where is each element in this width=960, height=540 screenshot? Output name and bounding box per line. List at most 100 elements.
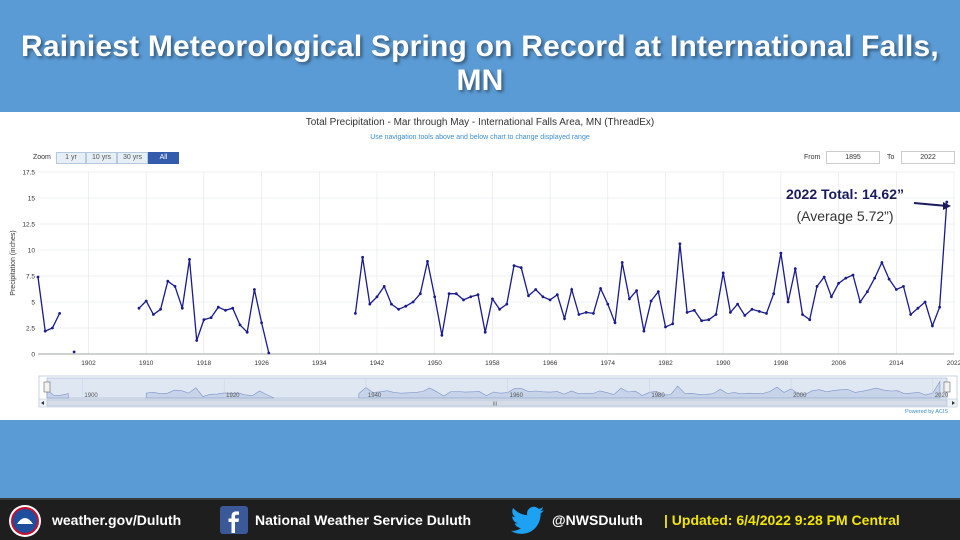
data-point[interactable] [765, 312, 768, 315]
data-point[interactable] [476, 293, 480, 297]
data-point[interactable] [584, 311, 588, 314]
data-point[interactable] [685, 311, 689, 314]
data-point[interactable] [354, 312, 357, 315]
data-point[interactable] [166, 279, 170, 283]
data-point[interactable] [692, 308, 696, 312]
data-point[interactable] [837, 281, 840, 285]
data-point[interactable] [72, 350, 76, 354]
data-point[interactable] [454, 292, 458, 296]
data-point[interactable] [433, 295, 437, 299]
zoom-10yrs-button[interactable]: 10 yrs [86, 152, 117, 164]
data-point[interactable] [137, 306, 141, 310]
data-point[interactable] [887, 277, 891, 281]
data-point[interactable] [894, 288, 898, 291]
to-input[interactable]: 2022 [901, 151, 955, 164]
data-point[interactable] [786, 300, 790, 304]
data-point[interactable] [729, 311, 732, 314]
data-point[interactable] [195, 339, 199, 342]
data-point[interactable] [440, 333, 444, 337]
data-point[interactable] [426, 260, 429, 263]
data-point[interactable] [36, 275, 40, 279]
data-point[interactable] [902, 285, 905, 288]
data-point[interactable] [534, 288, 538, 291]
zoom-30yrs-button[interactable]: 30 yrs [117, 152, 148, 164]
data-point[interactable] [750, 307, 754, 311]
zoom-1yr-button[interactable]: 1 yr [56, 152, 86, 164]
data-point[interactable] [916, 306, 920, 310]
data-point[interactable] [541, 295, 545, 299]
zoom-all-button[interactable]: All [148, 152, 179, 164]
data-point[interactable] [736, 302, 739, 306]
data-point[interactable] [577, 313, 581, 316]
data-point[interactable] [772, 292, 776, 296]
data-point[interactable] [570, 288, 574, 291]
data-point[interactable] [923, 300, 927, 304]
twitter-link[interactable]: @NWSDuluth [552, 512, 643, 528]
data-point[interactable] [866, 290, 869, 293]
data-point[interactable] [743, 314, 747, 317]
data-point[interactable] [563, 317, 566, 320]
data-point[interactable] [173, 285, 177, 288]
data-point[interactable] [216, 305, 220, 309]
data-point[interactable] [512, 264, 516, 267]
data-point[interactable] [361, 255, 364, 259]
data-point[interactable] [757, 310, 761, 313]
data-point[interactable] [793, 267, 797, 271]
data-point[interactable] [144, 299, 148, 303]
data-point[interactable] [462, 298, 465, 302]
data-point[interactable] [483, 330, 487, 334]
data-point[interactable] [469, 295, 473, 299]
facebook-icon[interactable] [220, 506, 248, 534]
data-point[interactable] [209, 316, 213, 319]
data-point[interactable] [613, 321, 617, 325]
navigator-left-handle[interactable] [43, 381, 51, 393]
scrollbar-grip[interactable]: III [493, 402, 497, 408]
data-point[interactable] [628, 297, 631, 301]
scrollbar-thumb[interactable] [46, 399, 948, 407]
data-point[interactable] [599, 287, 602, 290]
data-point[interactable] [519, 266, 523, 270]
data-point[interactable] [880, 261, 884, 264]
data-point[interactable] [382, 285, 386, 288]
data-point[interactable] [447, 292, 451, 296]
data-point[interactable] [873, 276, 877, 280]
data-point[interactable] [707, 318, 711, 322]
data-point[interactable] [548, 298, 552, 302]
data-point[interactable] [498, 307, 501, 311]
data-point[interactable] [152, 313, 155, 316]
data-point[interactable] [714, 313, 718, 316]
data-point[interactable] [649, 299, 653, 303]
data-point[interactable] [851, 273, 855, 277]
data-point[interactable] [368, 302, 372, 306]
data-point[interactable] [245, 330, 249, 334]
data-point[interactable] [555, 293, 559, 297]
data-point[interactable] [592, 312, 595, 315]
data-point[interactable] [231, 306, 235, 310]
data-point[interactable] [858, 300, 862, 304]
data-point[interactable] [202, 318, 206, 322]
data-point[interactable] [664, 325, 667, 329]
from-input[interactable]: 1895 [826, 151, 880, 164]
data-point[interactable] [945, 200, 949, 204]
scroll-left-icon[interactable] [41, 401, 44, 405]
data-point[interactable] [938, 305, 941, 309]
data-point[interactable] [671, 322, 675, 326]
data-point[interactable] [606, 302, 610, 306]
data-point[interactable] [260, 321, 263, 325]
data-point[interactable] [238, 323, 242, 327]
data-point[interactable] [505, 302, 509, 306]
data-point[interactable] [375, 295, 379, 299]
data-point[interactable] [58, 312, 61, 315]
navigator-right-handle[interactable] [943, 381, 951, 393]
data-point[interactable] [779, 251, 783, 255]
data-point[interactable] [808, 318, 812, 322]
data-point[interactable] [397, 307, 400, 311]
data-point[interactable] [404, 304, 408, 308]
data-point[interactable] [656, 290, 660, 293]
data-point[interactable] [159, 307, 163, 311]
scroll-right-icon[interactable] [952, 401, 955, 405]
data-point[interactable] [721, 271, 725, 275]
data-point[interactable] [635, 289, 638, 292]
data-point[interactable] [491, 297, 494, 301]
data-point[interactable] [822, 275, 826, 279]
